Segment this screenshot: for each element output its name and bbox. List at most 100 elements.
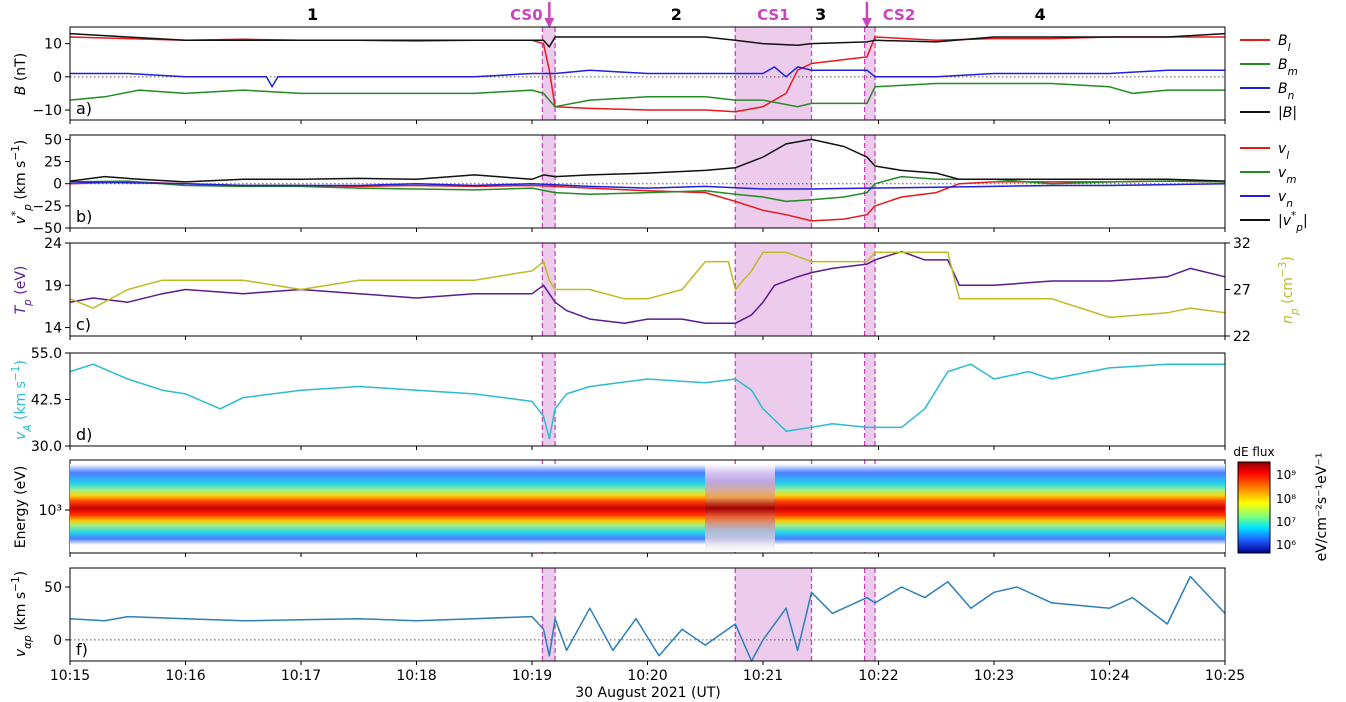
cs-shade-cs2: [864, 353, 876, 446]
xtick-label: 10:17: [281, 668, 321, 684]
xtick-label: 10:23: [974, 668, 1014, 684]
legend-panel-a: Bl Bm Bn |B|: [1240, 33, 1298, 121]
legend-entry: Bl: [1278, 33, 1291, 54]
ytick-label: 0: [53, 633, 62, 649]
ytick-label: 10: [44, 37, 62, 53]
ylabel-c-right: np (cm−3): [1277, 256, 1301, 324]
cs-shade-cs0: [542, 568, 556, 661]
cs-label-cs0: CS0: [510, 6, 543, 24]
spectrogram-band: [70, 464, 1225, 552]
ytick-label: 24: [44, 236, 62, 252]
series-b-1: [69, 175, 1226, 203]
ylabel-f: vαp (km s−1): [10, 571, 34, 657]
ylabel-c: Tp (eV): [13, 266, 34, 315]
series-d-0: [69, 363, 1225, 440]
current-sheet-labels: CS0 CS1 CS2: [510, 2, 915, 28]
ytick-label: −25: [32, 199, 62, 215]
colorbar-tick-1e7: 10⁷: [1276, 515, 1296, 529]
series-a-3: [69, 32, 1226, 48]
legend-entry: vn: [1278, 189, 1293, 210]
ytick-label: 0: [53, 177, 62, 193]
series-b-3: [69, 138, 1226, 183]
x-axis-label: 30 August 2021 (UT): [575, 685, 721, 701]
series-a-1: [69, 82, 1225, 108]
colorbar-tick-1e6: 10⁶: [1276, 538, 1296, 552]
series-b-2: [69, 181, 1226, 190]
legend-entry: vl: [1278, 141, 1289, 162]
ytick-label-e: 10³: [39, 503, 62, 519]
region-labels: 1 2 3 4: [307, 5, 1046, 24]
ytick-label: −10: [32, 103, 62, 119]
cs-shade-cs2: [864, 568, 876, 661]
colorbar: dE flux 10⁹ 10⁸ 10⁷ 10⁶ eV/cm⁻²s⁻¹eV⁻¹: [1233, 445, 1330, 561]
panel-f: 50 0 f): [44, 567, 1226, 665]
legend-panel-b: vl vm vn|v*p|: [1240, 141, 1308, 234]
colorbar-title: dE flux: [1233, 445, 1274, 459]
y-axis-labels: B (nT) v*p (km s−1) Tp (eV) np (cm−3) vA (km…: [10, 53, 1301, 657]
ylabel-a: B (nT): [13, 53, 29, 95]
cs-shade-cs0: [542, 135, 556, 228]
legend-entry: Bm: [1278, 57, 1298, 78]
panel-d-shading: [541, 353, 876, 446]
cs-label-cs1: CS1: [757, 6, 790, 24]
ylabel-b: v*p (km s−1): [10, 140, 34, 225]
region-label-2: 2: [671, 5, 682, 24]
xtick-label: 10:21: [743, 668, 783, 684]
ytick-right-label: 32: [1233, 236, 1251, 252]
x-axis: 30 August 2021 (UT) 10:15 10:16 10:17 10:18…: [50, 668, 1245, 701]
colorbar-tick-1e8: 10⁸: [1276, 492, 1296, 506]
panel-f-shading: [541, 568, 876, 661]
series-f-0: [69, 575, 1226, 662]
cs-shade-cs2: [864, 135, 876, 228]
xtick-label: 10:16: [165, 668, 205, 684]
legend-entry: Bn: [1278, 81, 1294, 102]
panel-label: d): [76, 425, 92, 444]
legend-entry: |B|: [1278, 105, 1297, 121]
colorbar-gradient: [1237, 461, 1271, 554]
ytick-label: 42.5: [31, 393, 62, 409]
series-a-0: [69, 36, 1225, 113]
panel-c-frame: [69, 242, 1226, 337]
xtick-label: 10:25: [1205, 668, 1245, 684]
cs-arrowhead-cs0: [544, 18, 555, 28]
legend-entry: vm: [1278, 165, 1297, 186]
panel-d: 55.0 42.5 30.0 d): [31, 346, 1226, 455]
panel-label: a): [76, 99, 92, 118]
series-c-0: [69, 250, 1226, 325]
panel-e-spectrogram: [70, 464, 1225, 552]
region-label-3: 3: [815, 5, 826, 24]
cs-shade-cs1: [735, 243, 812, 336]
cs-shade-cs1: [735, 353, 812, 446]
ytick-label: −50: [32, 221, 62, 237]
colorbar-label: eV/cm⁻²s⁻¹eV⁻¹: [1314, 453, 1330, 562]
series-a-2: [70, 66, 1225, 88]
xtick-label: 10:20: [627, 668, 667, 684]
xtick-label: 10:22: [858, 668, 898, 684]
ytick-label: 50: [44, 132, 62, 148]
panel-label: c): [76, 315, 91, 334]
ytick-label: 55.0: [31, 346, 62, 362]
ytick-label: 19: [44, 278, 62, 294]
ytick-label: 30.0: [31, 439, 62, 455]
xtick-label: 10:24: [1089, 668, 1129, 684]
ylabel-e: Energy (eV): [13, 466, 29, 549]
cs-shade-cs1: [735, 568, 812, 661]
panel-c-shading: [541, 243, 876, 336]
ytick-label: 50: [44, 580, 62, 596]
cs-label-cs2: CS2: [883, 6, 916, 24]
ytick-right-label: 22: [1233, 329, 1251, 345]
cs-arrowhead-cs2: [861, 18, 872, 28]
ytick-label: 25: [44, 155, 62, 171]
cs-shade-cs2: [864, 243, 876, 336]
cs-shade-cs1: [735, 135, 812, 228]
panel-label: f): [76, 640, 88, 659]
ytick-label: 0: [53, 70, 62, 86]
cs-shade-cs0: [542, 243, 556, 336]
panel-b-shading: [541, 135, 876, 228]
xtick-label: 10:19: [512, 668, 552, 684]
region-label-4: 4: [1035, 5, 1046, 24]
ytick-label: 14: [44, 321, 62, 337]
panel-label: b): [76, 207, 92, 226]
cs-shade-cs0: [542, 353, 556, 446]
